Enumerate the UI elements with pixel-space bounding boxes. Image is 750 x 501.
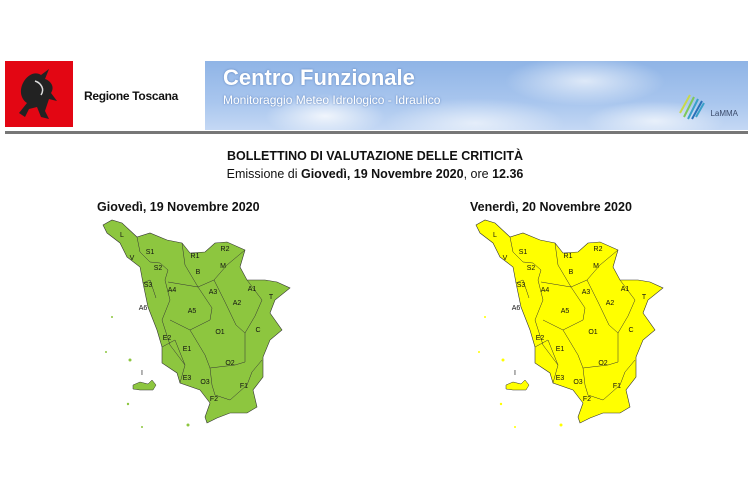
zone-label-i: I [514,370,516,377]
zone-label-o2: O2 [225,360,234,367]
zone-label-v: V [130,255,135,262]
map-title-day1: Giovedì, 19 Novembre 2020 [97,200,260,214]
zone-label-e3: E3 [556,375,565,382]
zone-label-r1: R1 [191,253,200,260]
zone-label-t: T [642,294,647,301]
zone-label-e1: E1 [556,346,565,353]
zone-label-o2: O2 [598,360,607,367]
zone-label-s2: S2 [154,265,163,272]
tuscany-map-day1 [102,219,291,429]
zone-label-o1: O1 [588,329,597,336]
banner-title: Centro Funzionale [223,65,415,90]
zone-label-m: M [593,263,599,270]
zone-label-a1: A1 [621,286,630,293]
zone-label-v: V [503,255,508,262]
emission-prefix: Emissione di [226,167,301,181]
zone-label-s2: S2 [527,265,536,272]
zone-label-e1: E1 [183,346,192,353]
zone-label-c: C [255,327,260,334]
map-day1: L S1 V R1 R2 S2 B M S3 A4 A3 A1 T A2 A6 A5 O1 C E2 E1 O2 I E3 O… [102,219,291,429]
zone-label-a3: A3 [582,289,591,296]
zone-labels-day1: L S1 V R1 R2 S2 B M S3 A4 A3 A1 T A2 A6 A5 O1 C E2 E1 O2 I E3 O… [120,232,274,403]
zone-label-m: M [220,263,226,270]
zone-label-o3: O3 [573,379,582,386]
zone-label-a6: A6 [139,305,148,312]
bulletin-title: BOLLETTINO DI VALUTAZIONE DELLE CRITICIT… [226,149,524,163]
zone-label-a2: A2 [606,300,615,307]
zone-label-r2: R2 [221,246,230,253]
zone-label-b: B [569,269,574,276]
map-title-day2: Venerdì, 20 Novembre 2020 [470,200,632,214]
zone-label-b: B [196,269,201,276]
zone-label-a4: A4 [168,287,177,294]
tuscany-map-day2 [475,219,664,429]
zone-label-o1: O1 [215,329,224,336]
zone-label-f2: F2 [583,396,591,403]
pegasus-icon [19,69,57,119]
zone-label-a6: A6 [512,305,521,312]
zone-label-r2: R2 [594,246,603,253]
region-name: Regione Toscana [84,89,178,103]
map-day2: L S1 V R1 R2 S2 B M S3 A4 A3 A1 T A2 A6 A5 O1 C E2 E1 O2 I E3 O… [475,219,664,429]
header-divider [5,131,748,134]
zone-label-f2: F2 [210,396,218,403]
zone-label-e3: E3 [183,375,192,382]
zone-label-a2: A2 [233,300,242,307]
regione-toscana-logo [5,61,73,127]
zone-label-s3: S3 [517,282,526,289]
zone-label-o3: O3 [200,379,209,386]
zone-label-i: I [141,370,143,377]
lamma-logo-text: LaMMA [710,109,738,118]
zone-label-e2: E2 [163,335,172,342]
emission-date: Giovedì, 19 Novembre 2020 [300,167,464,181]
centro-funzionale-banner: Centro Funzionale Monitoraggio Meteo Idr… [205,61,748,130]
lamma-logo-icon [679,94,705,120]
zone-label-f1: F1 [240,383,248,390]
bulletin-emission: Emissione di Giovedì, 19 Novembre 2020, … [0,167,750,181]
zone-label-a3: A3 [209,289,218,296]
zone-label-a1: A1 [248,286,257,293]
zone-label-a5: A5 [561,308,570,315]
zone-label-a4: A4 [541,287,550,294]
emission-time: 12.36 [492,167,524,181]
zone-label-r1: R1 [564,253,573,260]
banner-subtitle: Monitoraggio Meteo Idrologico - Idraulic… [223,93,441,107]
zone-label-t: T [269,294,274,301]
zone-label-s3: S3 [144,282,153,289]
zone-label-s1: S1 [519,249,528,256]
zone-labels-day2: L S1 V R1 R2 S2 B M S3 A4 A3 A1 T A2 A6 A5 O1 C E2 E1 O2 I E3 O… [493,232,647,403]
zone-label-c: C [628,327,633,334]
zone-label-l: L [493,232,497,239]
zone-label-s1: S1 [146,249,155,256]
zone-label-f1: F1 [613,383,621,390]
zone-label-e2: E2 [536,335,545,342]
emission-mid: , ore [463,167,493,181]
zone-label-a5: A5 [188,308,197,315]
zone-label-l: L [120,232,124,239]
